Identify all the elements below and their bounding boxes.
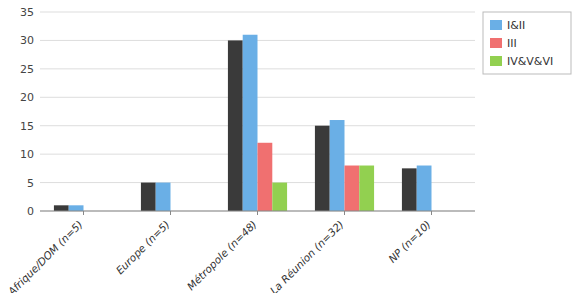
y-tick-label: 30 (20, 34, 34, 47)
bar (141, 183, 156, 211)
legend-frame (483, 12, 571, 74)
x-tick-label: Métropole (n=48) (185, 218, 259, 292)
legend-swatch (490, 38, 502, 48)
bar (54, 205, 69, 211)
bars (54, 35, 432, 211)
x-tick-label: NP (n=10) (386, 218, 433, 265)
bar (359, 166, 374, 211)
x-tick (344, 211, 345, 215)
y-tick-label: 20 (20, 91, 34, 104)
bar (69, 205, 84, 211)
y-tick-label: 15 (20, 120, 34, 133)
bar (272, 183, 287, 211)
bar (228, 40, 243, 211)
legend-swatch (490, 56, 502, 66)
y-tick-label: 25 (20, 63, 34, 76)
x-tick-label: La Réunion (n=32) (267, 218, 346, 293)
y-tick-label: 10 (20, 148, 34, 161)
y-tick-label: 0 (27, 205, 34, 218)
legend-label: I&II (507, 19, 525, 32)
grid-line (40, 12, 475, 13)
legend: I&II III IV&V&VI (483, 12, 571, 74)
bar (156, 183, 171, 211)
bar (258, 143, 273, 211)
x-tick (257, 211, 258, 215)
y-grid (40, 12, 475, 211)
x-tick-label: Afrique/DOM (n=5) (5, 218, 85, 293)
bar (330, 120, 345, 211)
y-tick-label: 35 (20, 6, 34, 19)
bar (417, 166, 432, 211)
x-tick (83, 211, 84, 215)
bar (315, 126, 330, 211)
legend-label: III (507, 37, 517, 50)
x-tick-label: Europe (n=5) (113, 218, 172, 277)
y-tick-label: 5 (27, 177, 34, 190)
bar (345, 166, 360, 211)
x-tick (170, 211, 171, 215)
bar (243, 35, 258, 211)
legend-label: IV&V&VI (507, 55, 553, 68)
chart: 0 5 10 15 20 25 30 35 Afrique/DOM (n=5) Europe (n… (0, 0, 575, 293)
legend-swatch (490, 20, 502, 30)
x-tick (431, 211, 432, 215)
bar (402, 168, 417, 211)
